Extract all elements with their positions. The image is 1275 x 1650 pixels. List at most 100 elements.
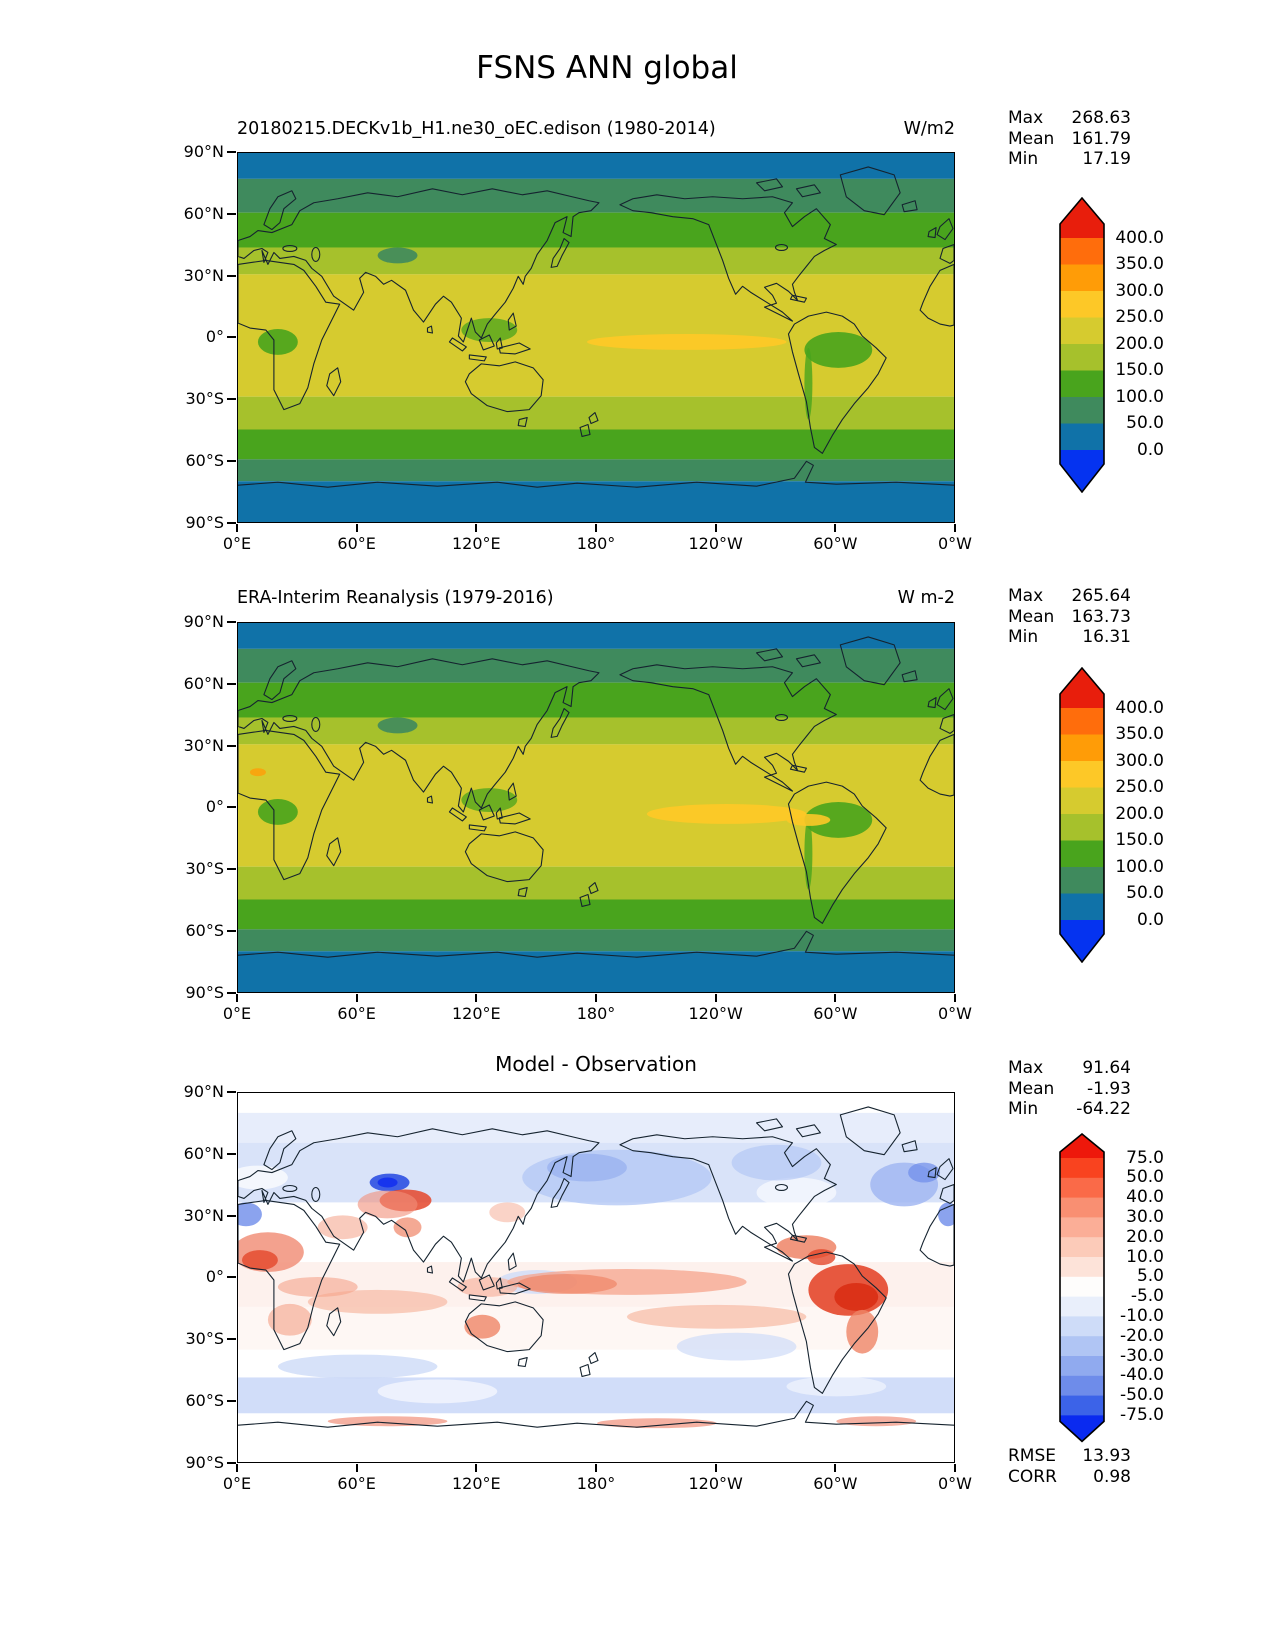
lon-tick-label: 60°W xyxy=(813,1474,858,1493)
colorbar-tick-label: 350.0 xyxy=(1115,724,1164,744)
lon-tick-label: 120°E xyxy=(452,534,501,553)
lat-tick-label: 60°N xyxy=(183,203,224,223)
colorbar-tick-label: 150.0 xyxy=(1115,830,1164,850)
stat-value: 163.73 xyxy=(1071,606,1131,627)
colorbar-tick-label: 50.0 xyxy=(1126,1167,1164,1188)
panel3-extra-stats: RMSE 13.93 CORR 0.98 xyxy=(1008,1446,1131,1487)
colorbar-tick-label: 200.0 xyxy=(1115,803,1164,824)
lon-tick-label: 0°W xyxy=(938,534,972,553)
panel2-map-svg xyxy=(238,623,954,992)
stat-label: Max xyxy=(1008,1058,1044,1078)
stat-value: 13.93 xyxy=(1082,1446,1131,1466)
stat-label: Max xyxy=(1008,108,1044,128)
colorbar-tick-label: 0.0 xyxy=(1136,439,1164,460)
lon-tick-label: 120°W xyxy=(688,1474,743,1493)
colorbar-tick-label: -40.0 xyxy=(1120,1365,1164,1386)
lat-tick-label: 60°S xyxy=(185,451,224,471)
lat-tick-mark xyxy=(227,398,236,401)
lon-tick-mark xyxy=(714,524,717,532)
panel2-units: W m-2 xyxy=(897,588,955,608)
panel1-title: 20180215.DECKv1b_H1.ne30_oEC.edison (198… xyxy=(237,119,716,139)
lat-tick-label: 90°N xyxy=(183,142,224,161)
stat-row: Min 16.31 xyxy=(1008,627,1131,648)
lat-tick-label: 30°S xyxy=(185,389,224,409)
lon-tick-label: 180° xyxy=(576,1474,616,1493)
stat-value: 91.64 xyxy=(1082,1058,1131,1078)
colorbar-tick-label: -5.0 xyxy=(1130,1286,1164,1307)
panel2-subtitle-row: ERA-Interim Reanalysis (1979-2016) W m-2 xyxy=(237,588,955,608)
lon-tick-mark xyxy=(954,1464,956,1472)
lat-tick-mark xyxy=(227,212,236,215)
lat-tick-label: 0° xyxy=(205,797,224,817)
lon-tick-label: 180° xyxy=(576,534,616,553)
lat-tick-mark xyxy=(227,1214,236,1217)
colorbar-tick-label: 250.0 xyxy=(1115,307,1164,327)
lat-tick-label: 0° xyxy=(205,327,224,347)
lon-tick-label: 0°E xyxy=(222,1474,252,1493)
lon-tick-mark xyxy=(714,994,717,1002)
colorbar-tick-label: 75.0 xyxy=(1126,1147,1164,1168)
panel1-subtitle-row: 20180215.DECKv1b_H1.ne30_oEC.edison (198… xyxy=(237,119,955,139)
colorbar-flux-panel1 xyxy=(1059,197,1105,493)
colorbar-tick-label: 10.0 xyxy=(1126,1246,1164,1267)
lon-tick-mark xyxy=(595,524,597,532)
panel1-map xyxy=(237,152,955,523)
lat-tick-mark xyxy=(227,1400,236,1403)
lat-tick-mark xyxy=(227,274,236,277)
lat-tick-mark xyxy=(227,1152,236,1155)
stat-row: Max 265.64 xyxy=(1008,586,1131,607)
lat-tick-mark xyxy=(227,1461,236,1464)
lon-tick-label: 60°W xyxy=(813,534,858,553)
colorbar-tick-label: -75.0 xyxy=(1120,1404,1164,1425)
lat-tick-mark xyxy=(227,1338,236,1341)
lat-tick-label: 60°S xyxy=(185,1391,224,1411)
stat-row: Min -64.22 xyxy=(1008,1099,1131,1120)
panel3-map-svg xyxy=(238,1093,954,1462)
stat-label: Min xyxy=(1008,1099,1039,1119)
lat-tick-mark xyxy=(227,460,236,463)
lon-tick-mark xyxy=(236,524,238,532)
lat-tick-mark xyxy=(227,521,236,524)
colorbar-tick-label: 300.0 xyxy=(1115,750,1164,771)
colorbar-tick-label: -30.0 xyxy=(1120,1345,1164,1366)
panel1-map-svg xyxy=(238,153,954,522)
panel2-stats: Max 265.64 Mean 163.73 Min 16.31 xyxy=(1008,586,1131,648)
stat-label: Min xyxy=(1008,627,1039,647)
lon-tick-label: 60°W xyxy=(813,1004,858,1023)
lat-tick-label: 30°N xyxy=(183,265,224,285)
lon-tick-mark xyxy=(236,1464,238,1472)
lon-tick-label: 180° xyxy=(576,1004,616,1023)
lon-tick-label: 120°W xyxy=(688,534,743,553)
lon-tick-mark xyxy=(834,994,837,1002)
lat-tick-mark xyxy=(227,868,236,871)
lon-tick-mark xyxy=(954,994,956,1002)
stat-row: Mean -1.93 xyxy=(1008,1079,1131,1100)
lon-tick-label: 0°E xyxy=(222,1004,252,1023)
lat-tick-mark xyxy=(227,336,236,339)
panel1-stats: Max 268.63 Mean 161.79 Min 17.19 xyxy=(1008,108,1131,170)
lon-tick-label: 60°E xyxy=(337,1474,376,1493)
lon-tick-mark xyxy=(834,524,837,532)
stat-row: Max 91.64 xyxy=(1008,1058,1131,1079)
lon-tick-mark xyxy=(355,524,358,532)
stat-row: Mean 163.73 xyxy=(1008,607,1131,628)
colorbar-tick-label: -50.0 xyxy=(1120,1385,1164,1406)
stat-value: 16.31 xyxy=(1082,627,1131,647)
lat-tick-label: 30°S xyxy=(185,859,224,879)
colorbar-tick-label: 300.0 xyxy=(1115,280,1164,301)
lon-tick-mark xyxy=(355,1464,358,1472)
colorbar-tick-label: 200.0 xyxy=(1115,333,1164,354)
stat-value: 268.63 xyxy=(1071,108,1131,128)
stat-value: 161.79 xyxy=(1071,128,1131,149)
lat-tick-mark xyxy=(227,806,236,809)
lat-tick-label: 90°S xyxy=(185,1452,224,1472)
stat-label: CORR xyxy=(1008,1466,1057,1487)
stat-label: Min xyxy=(1008,149,1039,169)
lat-tick-mark xyxy=(227,930,236,933)
lon-tick-label: 0°W xyxy=(938,1004,972,1023)
panel1-units: W/m2 xyxy=(903,119,955,139)
lat-tick-label: 60°S xyxy=(185,921,224,941)
stat-label: RMSE xyxy=(1008,1446,1057,1466)
colorbar-tick-label: 150.0 xyxy=(1115,360,1164,380)
